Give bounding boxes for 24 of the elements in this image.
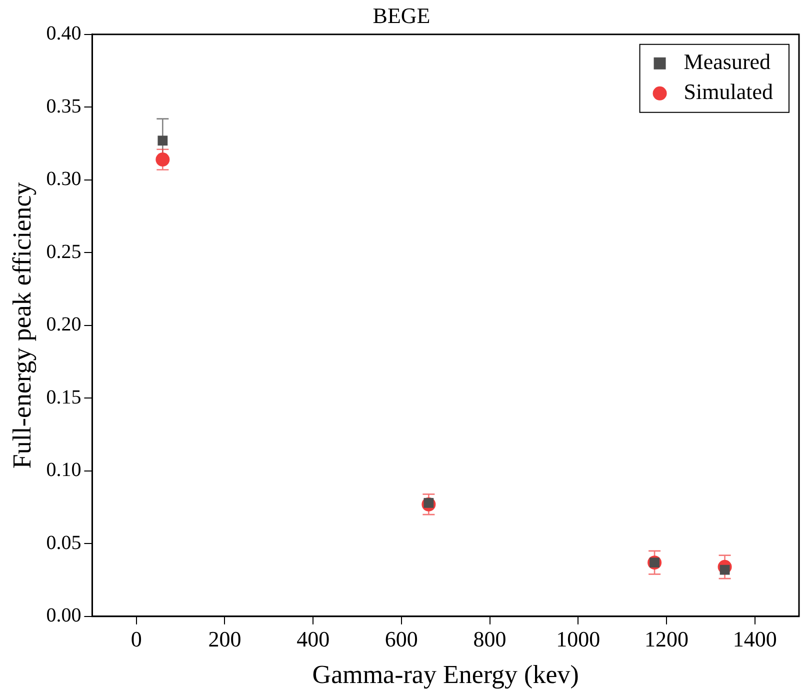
x-tick-label: 600 (384, 626, 418, 652)
x-tick-label: 400 (296, 626, 330, 652)
y-tick-label: 0.35 (46, 95, 82, 118)
point (158, 136, 168, 146)
y-tick-label: 0.10 (46, 459, 82, 482)
x-tick-label: 1000 (556, 626, 600, 652)
chart-title: BEGE (372, 2, 430, 28)
y-axis-title: Full-energy peak efficiency (7, 182, 36, 469)
legend-label: Simulated (684, 79, 774, 104)
legend-label: Measured (684, 49, 771, 74)
x-tick-label: 1400 (732, 626, 777, 652)
y-tick-label: 0.40 (46, 22, 82, 45)
y-tick-label: 0.25 (46, 240, 82, 263)
y-tick-label: 0.00 (46, 604, 82, 627)
x-tick-label: 200 (208, 626, 242, 652)
x-tick-label: 1200 (644, 626, 688, 652)
x-tick-label: 0 (130, 626, 142, 652)
y-tick-label: 0.05 (46, 532, 82, 554)
x-tick-label: 800 (473, 626, 506, 652)
y-tick-label: 0.30 (46, 168, 82, 190)
y-tick-label: 0.15 (46, 386, 82, 408)
y-tick-label: 0.20 (46, 314, 82, 336)
point (156, 152, 170, 167)
x-axis-title: Gamma-ray Energy (kev) (312, 660, 579, 690)
